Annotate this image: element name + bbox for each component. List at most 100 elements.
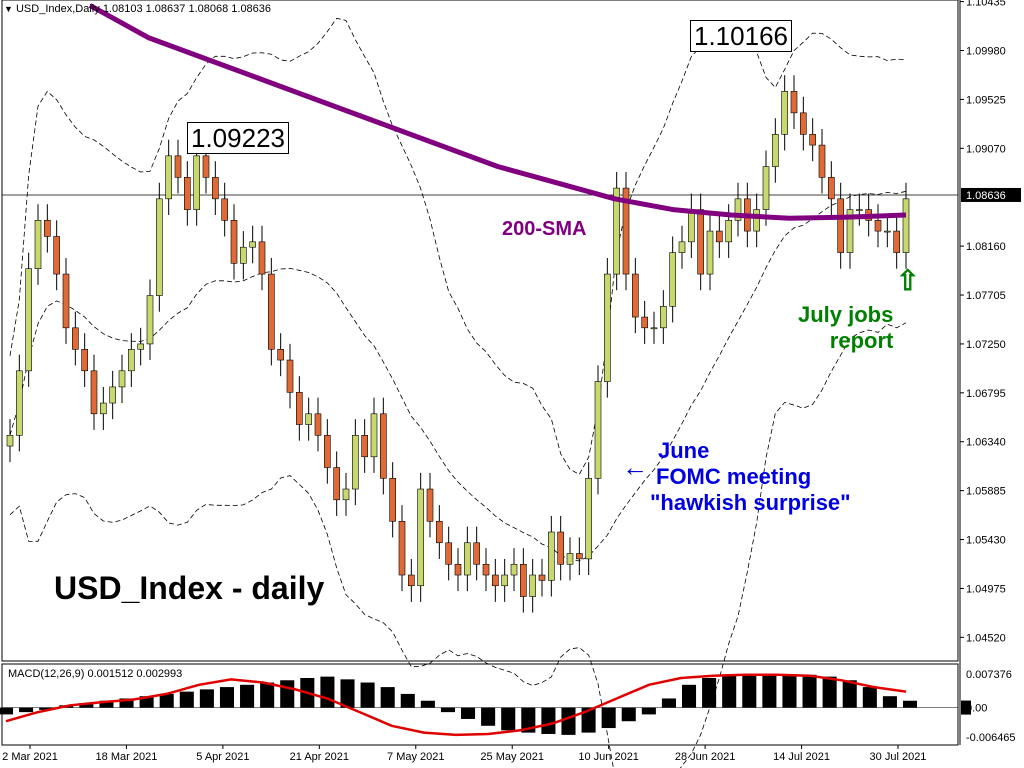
y-tick-label: 1.06340 <box>966 437 1006 449</box>
candle <box>678 241 686 253</box>
candle <box>249 241 256 248</box>
candle <box>557 531 564 565</box>
candle <box>538 574 546 581</box>
macd-zero-box <box>961 700 971 715</box>
collapse-triangle-icon[interactable]: ▼ <box>4 4 13 14</box>
macd-tick-label: 0.00 <box>966 703 987 715</box>
macd-histogram-bar <box>902 700 918 708</box>
candle <box>501 574 508 587</box>
macd-histogram-bar <box>501 707 516 731</box>
macd-signal-line <box>5 673 907 737</box>
candle <box>230 220 238 264</box>
candle <box>818 144 826 178</box>
macd-histogram-bar <box>0 707 14 715</box>
candle <box>902 198 910 253</box>
june-annotation: June FOMC meeting "hawkish surprise" <box>650 438 851 516</box>
macd-histogram-bar <box>742 674 757 708</box>
candle <box>221 198 228 221</box>
candle <box>296 392 303 425</box>
candle <box>492 574 499 587</box>
macd-histogram-bar <box>240 684 255 708</box>
y-tick-label: 1.09980 <box>966 46 1006 58</box>
x-tick-label: 25 May 2021 <box>480 751 544 763</box>
candle <box>436 520 443 544</box>
candle <box>641 316 648 329</box>
macd-histogram-bar <box>119 698 134 708</box>
x-tick-label: 7 May 2021 <box>387 751 444 763</box>
macd-histogram-bar <box>722 675 737 708</box>
candle <box>240 246 247 264</box>
sma-label: 200-SMA <box>502 218 587 240</box>
candle <box>781 91 788 135</box>
x-tick-label: 2 Mar 2021 <box>2 751 58 763</box>
macd-histogram-bar <box>99 700 114 708</box>
candle <box>772 134 779 167</box>
macd-histogram-bar <box>179 691 194 708</box>
x-tick-label: 18 Mar 2021 <box>96 751 158 763</box>
candle <box>893 230 900 253</box>
candle <box>370 413 378 458</box>
price-label-high1: 1.09223 <box>187 122 289 154</box>
x-tick-label: 28 Jun 2021 <box>675 751 736 763</box>
last-price-label: 1.08636 <box>966 190 1006 202</box>
chart-title: USD_Index,Daily <box>15 3 100 15</box>
candle <box>305 413 312 425</box>
candle <box>613 187 620 275</box>
june-arrow-icon: ← <box>622 452 648 482</box>
candle <box>212 177 219 200</box>
macd-histogram-bar <box>862 687 877 708</box>
macd-label: MACD(12,26,9) 0.001512 0.002993 <box>8 668 183 680</box>
bollinger-band-lower <box>9 322 907 768</box>
candle <box>417 488 424 587</box>
macd-histogram-bar <box>400 693 415 708</box>
candle <box>72 327 79 350</box>
candle <box>706 230 714 275</box>
candle <box>389 477 396 522</box>
candle <box>380 413 387 479</box>
macd-histogram-bar <box>641 707 656 715</box>
candle <box>585 477 592 560</box>
candle <box>165 155 172 200</box>
candle <box>856 209 863 211</box>
candle <box>361 434 368 458</box>
candle <box>809 134 816 146</box>
y-tick-label: 1.05430 <box>966 535 1006 547</box>
macd-histogram-bar <box>762 674 777 708</box>
x-tick-label: 10 Jun 2021 <box>578 751 639 763</box>
y-tick-label: 1.07705 <box>966 290 1006 302</box>
macd-histogram-bar <box>842 680 857 708</box>
macd-histogram-bar <box>79 703 94 708</box>
y-tick-label: 1.09525 <box>966 94 1006 106</box>
candle <box>594 381 602 479</box>
candle <box>874 220 882 232</box>
candle <box>333 467 340 501</box>
candle <box>277 349 284 361</box>
y-tick-label: 1.10435 <box>966 0 1006 9</box>
macd-histogram-bar <box>481 707 496 726</box>
y-tick-label: 1.07250 <box>966 339 1006 351</box>
candle <box>473 542 480 565</box>
macd-histogram-bar <box>681 684 697 708</box>
chart-header: ▼ USD_Index,Daily 1.08103 1.08637 1.0806… <box>4 3 271 15</box>
macd-histogram-bar <box>661 698 676 708</box>
candle <box>137 343 144 350</box>
candle <box>632 273 639 318</box>
candle <box>202 155 210 178</box>
bollinger-band-upper <box>9 17 907 475</box>
candle <box>753 209 760 232</box>
candle <box>314 413 322 436</box>
macd-histogram-bar <box>461 707 476 719</box>
candle <box>16 370 23 436</box>
candle <box>408 574 415 587</box>
y-tick-label: 1.05885 <box>966 486 1006 498</box>
candle <box>90 370 98 415</box>
x-tick-label: 21 Apr 2021 <box>290 751 349 763</box>
macd-histogram-bar <box>19 707 34 713</box>
candle <box>650 327 658 330</box>
macd-histogram-bar <box>159 693 174 708</box>
candle <box>604 273 611 382</box>
candle <box>669 252 676 307</box>
candle <box>697 209 704 275</box>
candle <box>258 241 266 275</box>
candle <box>464 542 471 576</box>
